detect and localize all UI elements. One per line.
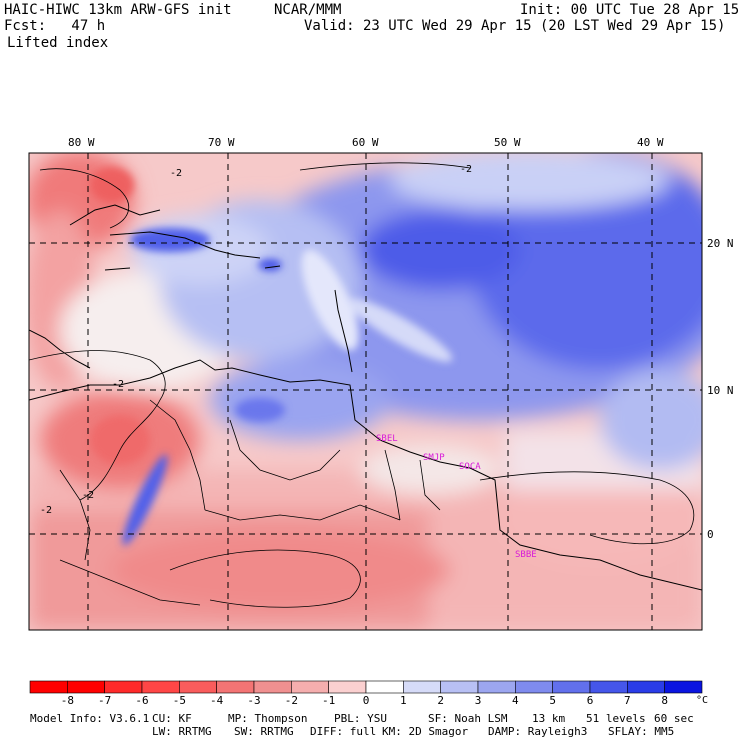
country-borders bbox=[59, 399, 441, 606]
station-label: SBBE bbox=[515, 550, 537, 560]
colorbar-cell bbox=[291, 680, 329, 694]
colorbar-cell bbox=[141, 680, 180, 694]
graticule bbox=[29, 153, 702, 630]
colorbar-tick-label: 5 bbox=[549, 694, 556, 707]
colorbar-tick-label: -7 bbox=[98, 694, 111, 707]
lw-scheme: LW: RRTMG bbox=[152, 725, 212, 738]
model-info: Model Info: V3.6.1 bbox=[30, 712, 150, 725]
coastlines bbox=[29, 204, 702, 591]
colorbar-cell bbox=[179, 680, 217, 694]
lon-label: 80 W bbox=[68, 136, 95, 149]
colorbar-cell bbox=[104, 680, 143, 694]
org-label: NCAR/MMM bbox=[274, 2, 342, 18]
colorbar-tick-label: -3 bbox=[247, 694, 260, 707]
contour-label: -2 bbox=[460, 164, 472, 175]
timestep: 60 sec bbox=[654, 712, 694, 725]
colorbar-cell bbox=[627, 680, 665, 694]
lon-label: 70 W bbox=[208, 136, 235, 149]
mp-scheme: MP: Thompson bbox=[228, 712, 308, 725]
colorbar-tick-label: 4 bbox=[512, 694, 519, 707]
lat-label: 10 N bbox=[707, 384, 734, 397]
lat-label: 0 bbox=[707, 528, 714, 541]
sflay-scheme: SFLAY: MM5 bbox=[608, 725, 675, 738]
contour-label: -2 bbox=[112, 379, 124, 390]
colorbar-tick-label: -6 bbox=[135, 694, 148, 707]
map-frame bbox=[28, 152, 703, 631]
colorbar-cell bbox=[403, 680, 441, 694]
convective-streaks bbox=[90, 167, 453, 546]
sw-scheme: SW: RRTMG bbox=[234, 725, 294, 738]
colorbar-cell bbox=[589, 680, 628, 694]
colorbar-tick-label: -5 bbox=[173, 694, 186, 707]
valid-time: Valid: 23 UTC Wed 29 Apr 15 (20 LST Wed … bbox=[304, 18, 726, 34]
contour-label: -2 bbox=[82, 490, 94, 501]
colorbar-tick-label: -8 bbox=[61, 694, 74, 707]
station-label: SMJP bbox=[423, 453, 445, 463]
colorbar-tick-label: 6 bbox=[587, 694, 594, 707]
colorbar-tick-label: -2 bbox=[285, 694, 298, 707]
colorbar-cell bbox=[67, 680, 105, 694]
diff-scheme: DIFF: full bbox=[310, 725, 377, 738]
colorbar-cell bbox=[253, 680, 292, 694]
colorbar-tick-label: 2 bbox=[437, 694, 444, 707]
colorbar-cell bbox=[216, 680, 255, 694]
km-scheme: KM: 2D Smagor bbox=[382, 725, 469, 738]
sf-scheme: SF: Noah LSM bbox=[428, 712, 508, 725]
contour-label: -2 bbox=[170, 168, 182, 179]
field-name: Lifted index bbox=[7, 35, 109, 51]
lon-label: 50 W bbox=[494, 136, 521, 149]
lat-label: 20 N bbox=[707, 237, 734, 250]
colorbar-cell bbox=[664, 680, 703, 694]
colorbar-cell bbox=[365, 680, 404, 694]
colorbar-tick-label: 1 bbox=[400, 694, 407, 707]
model-title: HAIC-HIWC 13km ARW-GFS init bbox=[4, 2, 232, 18]
station-label: SBEL bbox=[376, 434, 398, 444]
lifted-index-field bbox=[29, 153, 702, 630]
init-time: Init: 00 UTC Tue 28 Apr 15 bbox=[520, 2, 740, 18]
pbl-scheme: PBL: YSU bbox=[334, 712, 387, 725]
damp-scheme: DAMP: Rayleigh3 bbox=[488, 725, 588, 738]
colorbar-cell bbox=[552, 680, 591, 694]
colorbar-cell bbox=[515, 680, 553, 694]
colorbar-cell bbox=[29, 680, 68, 694]
colorbar-tick-label: 8 bbox=[661, 694, 668, 707]
colorbar-tick-label: -1 bbox=[322, 694, 335, 707]
colorbar-tick-label: -4 bbox=[210, 694, 224, 707]
contour-label: -2 bbox=[40, 505, 52, 516]
levels: 51 levels bbox=[586, 712, 646, 725]
contour-lines bbox=[29, 162, 695, 608]
resolution: 13 km bbox=[532, 712, 566, 725]
lon-label: 60 W bbox=[352, 136, 379, 149]
colorbar-tick-label: 3 bbox=[475, 694, 482, 707]
colorbar-unit: °C bbox=[696, 695, 708, 706]
colorbar-cell bbox=[328, 680, 367, 694]
colorbar-cell bbox=[440, 680, 479, 694]
forecast-hour: Fcst: 47 h bbox=[4, 18, 106, 34]
station-label: SOCA bbox=[459, 462, 481, 472]
lon-label: 40 W bbox=[637, 136, 664, 149]
colorbar-tick-label: 7 bbox=[624, 694, 631, 707]
colorbar-cell bbox=[477, 680, 516, 694]
cu-scheme: CU: KF bbox=[152, 712, 192, 725]
colorbar-tick-label: 0 bbox=[363, 694, 370, 707]
